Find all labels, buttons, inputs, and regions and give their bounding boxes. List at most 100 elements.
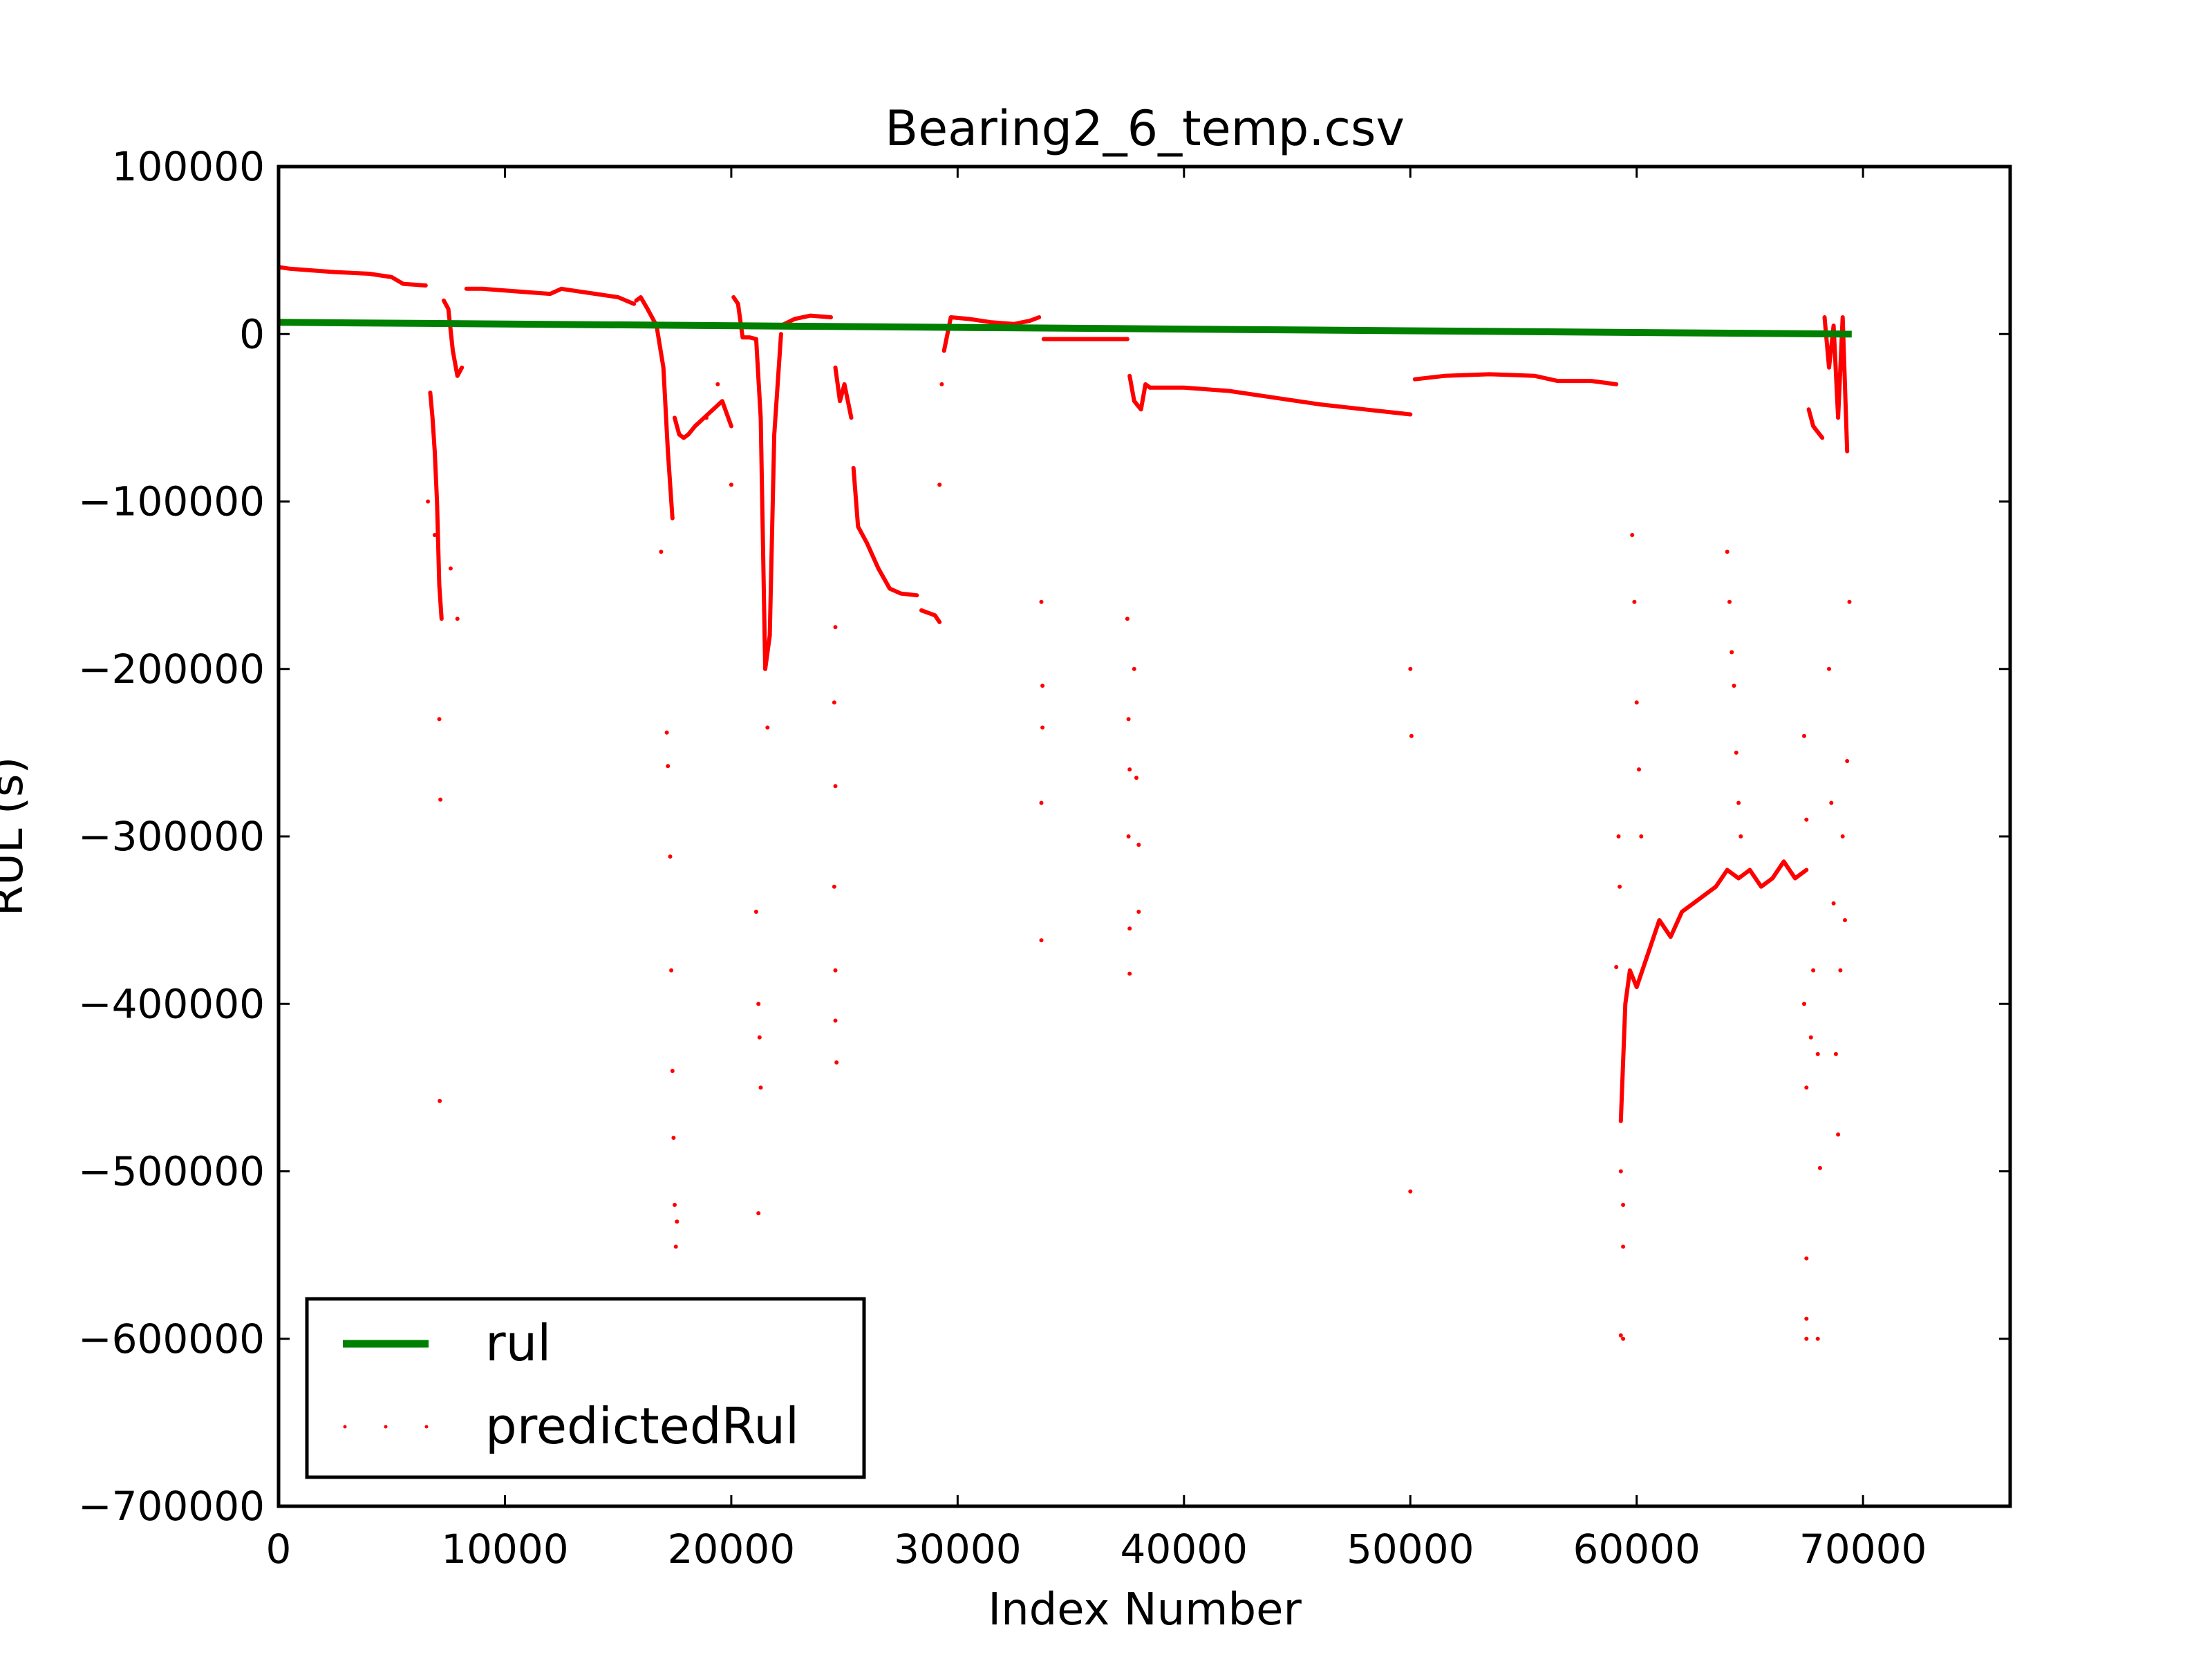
- predictedrul-point-43: [1126, 834, 1131, 838]
- y-tick-label: −400000: [78, 980, 265, 1027]
- predictedrul-point-32: [834, 1060, 839, 1065]
- predictedrul-trace-15: [1412, 372, 1619, 386]
- predictedrul-point-79: [1804, 1336, 1809, 1341]
- predictedrul-point-44: [1127, 926, 1132, 931]
- predictedrul-point-36: [1040, 684, 1045, 688]
- predictedrul-point-2: [437, 717, 442, 722]
- predictedrul-point-88: [1833, 1051, 1838, 1056]
- predictedrul-point-60: [1621, 1336, 1626, 1341]
- predictedrul-point-22: [757, 1035, 762, 1040]
- y-axis-label: RUL (s): [0, 757, 33, 917]
- predictedrul-point-31: [833, 1018, 838, 1023]
- predictedrul-point-20: [753, 910, 758, 914]
- predictedrul-point-68: [1730, 650, 1734, 655]
- predictedrul-trace-14: [1147, 385, 1413, 417]
- predictedrul-trace-18: [1822, 315, 1850, 453]
- legend-swatch-predictedrul: [343, 1425, 429, 1429]
- predictedrul-point-86: [1829, 800, 1834, 805]
- predictedrul-trace-17: [1806, 407, 1825, 440]
- predictedrul-point-26: [833, 625, 838, 630]
- predictedrul-point-6: [455, 617, 460, 621]
- predictedrul-point-13: [671, 1136, 676, 1140]
- y-tick-label: 0: [239, 310, 265, 357]
- predictedrul-point-49: [1136, 910, 1141, 914]
- x-tick-label: 0: [266, 1526, 292, 1573]
- x-axis: 0 10000 20000 30000 40000 50000 60000 70000: [266, 167, 1927, 1573]
- x-tick-label: 10000: [441, 1526, 569, 1573]
- predictedrul-point-5: [448, 566, 453, 571]
- predictedrul-point-67: [1727, 599, 1732, 604]
- predictedrul-point-85: [1827, 666, 1831, 671]
- predictedrul-point-14: [673, 1203, 677, 1207]
- predictedrul-trace-9: [851, 466, 919, 598]
- predictedrul-point-63: [1634, 700, 1639, 705]
- x-tick-label: 60000: [1573, 1526, 1700, 1573]
- predictedrul-point-35: [1039, 599, 1044, 604]
- predictedrul-point-58: [1621, 1244, 1626, 1249]
- predictedrul-trace-10: [919, 608, 942, 624]
- predictedrul-point-17: [704, 415, 709, 420]
- predictedrul-point-8: [664, 730, 669, 735]
- predictedrul-point-54: [1616, 834, 1621, 838]
- predictedrul-point-27: [832, 700, 836, 705]
- x-tick-label: 30000: [894, 1526, 1022, 1573]
- y-tick-label: −700000: [78, 1483, 265, 1530]
- predictedrul-point-40: [1125, 617, 1130, 621]
- predictedrul-point-82: [1815, 1051, 1820, 1056]
- predictedrul-point-62: [1632, 599, 1637, 604]
- predictedrul-point-56: [1618, 1169, 1623, 1174]
- predictedrul-point-16: [675, 1219, 679, 1224]
- predictedrul-point-30: [833, 968, 838, 973]
- predictedrul-point-3: [438, 797, 443, 802]
- predictedrul-trace-5: [673, 399, 733, 440]
- x-tick-label: 40000: [1121, 1526, 1248, 1573]
- predictedrul-trace-6: [731, 295, 783, 671]
- predictedrul-point-78: [1804, 1316, 1809, 1321]
- predictedrul-point-11: [669, 968, 674, 973]
- predictedrul-point-90: [1838, 968, 1843, 973]
- predictedrul-point-29: [832, 884, 836, 889]
- predictedrul-point-10: [668, 854, 673, 859]
- predictedrul-point-47: [1134, 776, 1138, 780]
- y-tick-label: −600000: [78, 1315, 265, 1362]
- predictedrul-point-74: [1804, 817, 1809, 822]
- predictedrul-point-81: [1811, 968, 1816, 973]
- predictedrul-point-76: [1804, 1085, 1809, 1090]
- predictedrul-point-42: [1127, 767, 1132, 772]
- predictedrul-point-0: [426, 499, 431, 504]
- predictedrul-point-65: [1639, 834, 1644, 838]
- predictedrul-point-25: [765, 725, 770, 730]
- predictedrul-point-4: [438, 1098, 442, 1103]
- predictedrul-point-71: [1736, 800, 1741, 805]
- legend-label-predictedrul: predictedRul: [485, 1397, 799, 1455]
- predictedrul-point-69: [1732, 684, 1736, 688]
- predictedrul-point-23: [758, 1085, 763, 1090]
- predictedrul-point-53: [1614, 965, 1619, 969]
- predictedrul-point-9: [666, 764, 671, 769]
- series-layer: [279, 265, 1852, 1341]
- predictedrul-point-51: [1409, 733, 1414, 738]
- predictedrul-point-34: [939, 382, 944, 386]
- predictedrul-point-84: [1815, 1336, 1820, 1341]
- predictedrul-point-59: [1618, 1333, 1623, 1338]
- predictedrul-trace-11: [941, 315, 1042, 353]
- predictedrul-point-28: [833, 784, 838, 789]
- predictedrul-point-19: [729, 482, 733, 487]
- predictedrul-point-75: [1802, 1002, 1806, 1006]
- predictedrul-point-55: [1618, 884, 1622, 889]
- predictedrul-point-18: [715, 382, 720, 386]
- legend: rul predictedRul: [305, 1297, 866, 1479]
- predictedrul-point-38: [1039, 800, 1044, 805]
- predictedrul-point-72: [1738, 834, 1743, 838]
- y-tick-label: −200000: [78, 646, 265, 693]
- x-tick-label: 20000: [668, 1526, 796, 1573]
- predictedrul-point-93: [1845, 759, 1850, 763]
- x-tick-label: 50000: [1347, 1526, 1474, 1573]
- y-tick-label: −100000: [78, 478, 265, 525]
- predictedrul-point-94: [1847, 599, 1852, 604]
- predictedrul-point-92: [1843, 918, 1847, 923]
- predictedrul-point-87: [1831, 901, 1836, 906]
- predictedrul-point-52: [1408, 1189, 1413, 1194]
- predictedrul-trace-16: [1618, 859, 1809, 1123]
